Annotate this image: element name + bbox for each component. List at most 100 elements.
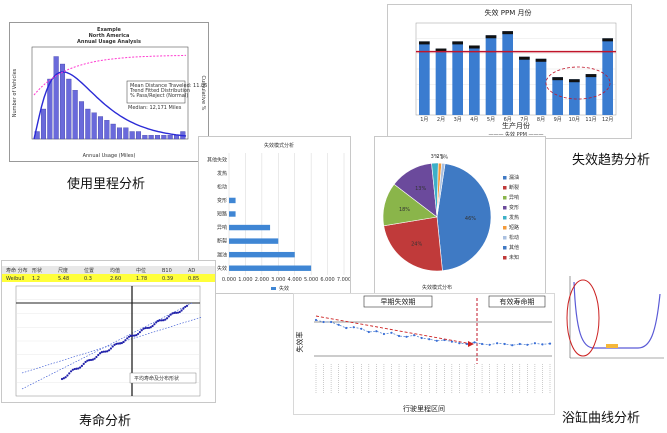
- bathtub-point: [480, 342, 484, 346]
- life-point: [144, 326, 147, 330]
- life-header-cell: 寿命 分布: [6, 267, 28, 274]
- pie-legend-label: 断裂: [509, 184, 519, 191]
- trend-month-label: 4月: [470, 117, 478, 123]
- mileage-bar: [154, 135, 161, 140]
- pie-slice: [436, 163, 492, 272]
- trend-bar-cap: [569, 79, 580, 83]
- bathtub-point: [511, 344, 514, 347]
- life-point: [113, 343, 116, 346]
- life-point: [102, 350, 105, 353]
- pie-legend-label: 短路: [509, 224, 519, 231]
- hbar-bar: [229, 238, 279, 244]
- mileage-title-3: Annual Usage Analysis: [77, 39, 141, 45]
- bathtub-point: [337, 323, 340, 326]
- life-point: [153, 323, 156, 326]
- pie-legend-label: 异响: [509, 194, 519, 201]
- trend-month-label: 7月: [520, 117, 528, 123]
- life-point: [135, 334, 138, 337]
- life-point: [80, 364, 84, 368]
- life-value-cell: 2.60: [110, 276, 121, 282]
- life-point: [71, 368, 74, 371]
- life-header-cell: B10: [162, 268, 172, 274]
- life-point: [97, 353, 100, 357]
- trend-month-label: 6月: [504, 117, 512, 123]
- trend-month-label: 8月: [537, 117, 545, 123]
- mileage-bar: [72, 90, 78, 140]
- bathtub-failure-chart: 早期失效期 有效寿命期 失效率 行驶里程区间: [295, 295, 552, 413]
- life-point: [160, 319, 163, 322]
- pie-legend-swatch: [503, 176, 507, 180]
- hbar-category-label: 漏油: [217, 251, 227, 258]
- life-point: [169, 313, 172, 316]
- hbar-bar: [229, 211, 236, 217]
- life-point: [82, 362, 85, 365]
- life-point: [171, 312, 174, 315]
- mileage-plot-area: [31, 46, 189, 140]
- pie-legend-label: 漏油: [509, 174, 519, 181]
- life-point: [185, 304, 189, 307]
- life-value-cell: 1.2: [32, 276, 40, 282]
- mileage-chart-panel: Example North America Annual Usage Analy…: [9, 22, 209, 162]
- mileage-bar: [85, 108, 91, 140]
- life-point: [77, 367, 80, 370]
- life-point: [66, 374, 69, 377]
- hbar-axis-label: 6.000: [320, 277, 334, 283]
- bathtub-xlabel: 行驶里程区间: [403, 404, 445, 413]
- trend-month-label: 9月: [554, 117, 562, 123]
- mileage-bar: [142, 135, 148, 140]
- pie-legend-label: 变形: [509, 204, 519, 211]
- pie-label: 3%: [431, 154, 439, 160]
- mileage-bar: [110, 123, 116, 140]
- life-point: [73, 367, 76, 371]
- mileage-legend-extra: Median: 12,171 Miles: [128, 105, 182, 111]
- mileage-bar: [129, 131, 135, 140]
- pie-legend-swatch: [503, 196, 507, 200]
- pie-label: 1%: [440, 154, 448, 160]
- life-annotation: 平均寿命及分布形状: [134, 375, 179, 382]
- trend-bar-cap: [602, 38, 613, 42]
- caption-failure-trend: 失效趋势分析: [572, 153, 651, 168]
- pie-label: 18%: [399, 207, 410, 213]
- mileage-bar: [116, 127, 123, 140]
- life-analysis-panel: 寿命 分布 形状 尺度 位置 均值 中位 B10 AD Weibull 1.2 5.48 0.3 2.6…: [1, 260, 216, 403]
- life-point: [176, 311, 180, 314]
- bathtub-curve-marker: [606, 344, 618, 348]
- bathtub-useful-box: [488, 295, 546, 308]
- pie-legend-swatch: [503, 236, 507, 240]
- life-value-cell: 5.48: [58, 276, 69, 282]
- hbar-category-label: 断裂: [217, 238, 227, 245]
- bathtub-curve-highlight: [566, 279, 600, 357]
- mileage-bar: [59, 63, 66, 140]
- pie-label: 46%: [465, 216, 476, 222]
- mileage-legend-1: Mean Distance Traveled: 11.86: [130, 83, 207, 89]
- life-point: [156, 319, 160, 323]
- life-point: [89, 358, 93, 362]
- bathtub-early-label: 早期失效期: [381, 297, 416, 306]
- life-point: [136, 332, 140, 336]
- life-point: [178, 310, 181, 314]
- pie-legend-swatch: [503, 246, 507, 250]
- mileage-cumulative-curve: [33, 54, 187, 96]
- life-point: [180, 309, 183, 312]
- mileage-bar: [104, 120, 110, 140]
- hbar-title: 失效模式分析: [264, 142, 294, 149]
- bathtub-point: [458, 342, 461, 345]
- life-point: [62, 377, 65, 380]
- life-annotation-box: [129, 372, 197, 384]
- hbar-bar: [229, 224, 271, 231]
- trend-month-label: 12月: [602, 117, 613, 123]
- trend-bar-cap: [535, 58, 547, 62]
- bathtub-curve-panel: [560, 272, 666, 370]
- trend-bar: [585, 74, 597, 115]
- mileage-xlabel: Annual Usage (Miles): [83, 153, 136, 159]
- bathtub-panel: 早期失效期 有效寿命期 失效率 行驶里程区间: [293, 293, 555, 415]
- pie-legend-swatch: [503, 206, 507, 210]
- trend-bar-cap: [585, 74, 597, 78]
- life-value-cell: 0.39: [162, 276, 173, 282]
- trend-bar-cap: [469, 45, 480, 49]
- life-point: [117, 342, 120, 345]
- life-point: [109, 347, 113, 350]
- trend-bar: [569, 79, 580, 115]
- life-point: [100, 351, 103, 354]
